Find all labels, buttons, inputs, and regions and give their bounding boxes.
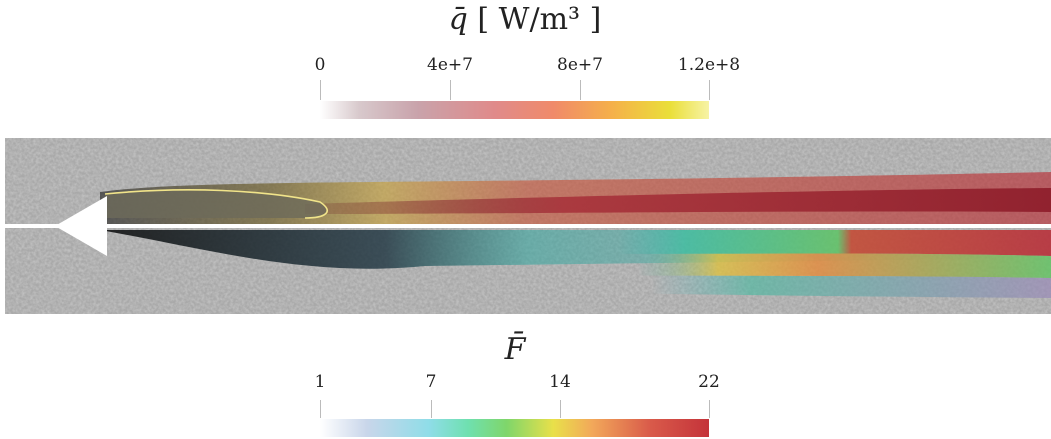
flame-index-tick-label: 1 (314, 372, 326, 392)
flame-index-colorbar (320, 419, 709, 437)
heat-release-colorbar-title: q̄ [ W/m³ ] (395, 2, 655, 37)
flame-front-line (104, 189, 328, 219)
flame-index-tick-mark (709, 400, 710, 418)
flow-field-image (5, 138, 1051, 314)
lower-band-lower (385, 272, 1051, 298)
flame-index-tick-mark (560, 400, 561, 418)
centerline-divider (5, 224, 1051, 228)
flame-index-colorbar-title: F̄ (455, 332, 575, 367)
heat-release-tick-mark (320, 80, 321, 100)
flame-index-tick-label: 7 (425, 372, 437, 392)
heat-release-tick-label: 8e+7 (557, 55, 603, 75)
lower-band-upper (385, 230, 1051, 256)
heat-release-tick-label: 1.2e+8 (677, 55, 741, 75)
flame-index-tick-mark (320, 400, 321, 418)
heat-release-tick-mark (580, 80, 581, 100)
heat-release-tick-mark (709, 80, 710, 100)
flame-index-symbol: F̄ (504, 332, 526, 367)
upper-flame-core (305, 188, 1051, 214)
lower-band-middle (385, 250, 1051, 278)
heat-release-tick-label: 0 (314, 55, 326, 75)
flame-index-tick-label: 14 (549, 372, 571, 392)
heat-release-colorbar (320, 101, 709, 119)
flame-index-tick-label: 22 (698, 372, 720, 392)
heat-release-tick-label: 4e+7 (427, 55, 473, 75)
bluff-body (55, 196, 107, 256)
flame-index-tick-mark (431, 400, 432, 418)
heat-release-tick-mark (450, 80, 451, 100)
heat-release-units: [ W/m³ ] (477, 2, 602, 37)
heat-release-symbol: q̄ (448, 2, 468, 37)
recirculation-zone (105, 189, 328, 218)
